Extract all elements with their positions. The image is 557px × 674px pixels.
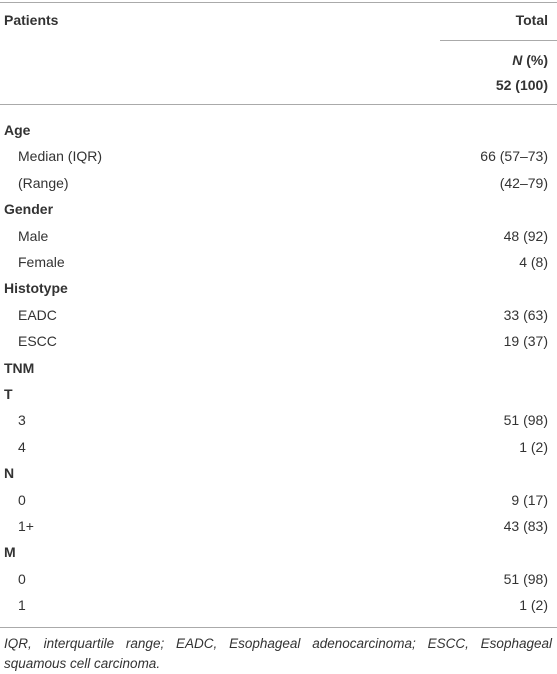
header-label: Patients [4, 12, 59, 28]
header-count: 52 (100) [495, 77, 548, 93]
row-value: 51 (98) [503, 412, 548, 429]
row-label: 0 [18, 491, 26, 508]
unit-rest: (%) [526, 52, 548, 68]
row-value: (42–79) [499, 174, 548, 191]
rule [0, 104, 557, 105]
header-unit: N (%) [512, 51, 548, 69]
row-value: 9 (17) [511, 491, 548, 508]
unit-italic: N [512, 52, 523, 68]
row-value: 33 (63) [503, 306, 548, 323]
group-label: N [4, 465, 15, 482]
row-label: ESCC [18, 333, 57, 350]
row-label: Female [18, 254, 65, 270]
row-value: 48 (92) [503, 227, 548, 244]
rule [0, 627, 557, 628]
row-label: Median (IQR) [18, 148, 103, 165]
rule [440, 40, 557, 41]
header-total: Total [515, 12, 548, 28]
row-value: 51 (98) [503, 570, 548, 587]
row-label: 1 [18, 597, 26, 614]
row-label: 3 [18, 412, 26, 429]
row-label: 0 [18, 570, 26, 587]
row-value: 43 (83) [503, 518, 548, 534]
row-label: Male [18, 227, 49, 244]
group-label: Age [4, 122, 31, 138]
group-label: TNM [4, 359, 35, 376]
row-value: 66 (57–73) [480, 148, 548, 165]
rule [0, 2, 557, 3]
row-label: (Range) [18, 174, 69, 191]
group-label: Gender [4, 201, 54, 218]
row-value: 1 (2) [519, 438, 548, 455]
row-value: 1 (2) [519, 597, 548, 614]
row-value: 19 (37) [503, 333, 548, 350]
footnote: IQR, interquartile range; EADC, Esophage… [4, 636, 552, 671]
group-label: M [4, 544, 16, 561]
row-label: 4 [18, 438, 26, 455]
row-label: 1+ [18, 518, 34, 534]
row-value: 4 (8) [519, 254, 548, 270]
row-label: EADC [18, 306, 57, 323]
group-label: Histotype [4, 280, 68, 297]
group-label: T [4, 386, 13, 402]
